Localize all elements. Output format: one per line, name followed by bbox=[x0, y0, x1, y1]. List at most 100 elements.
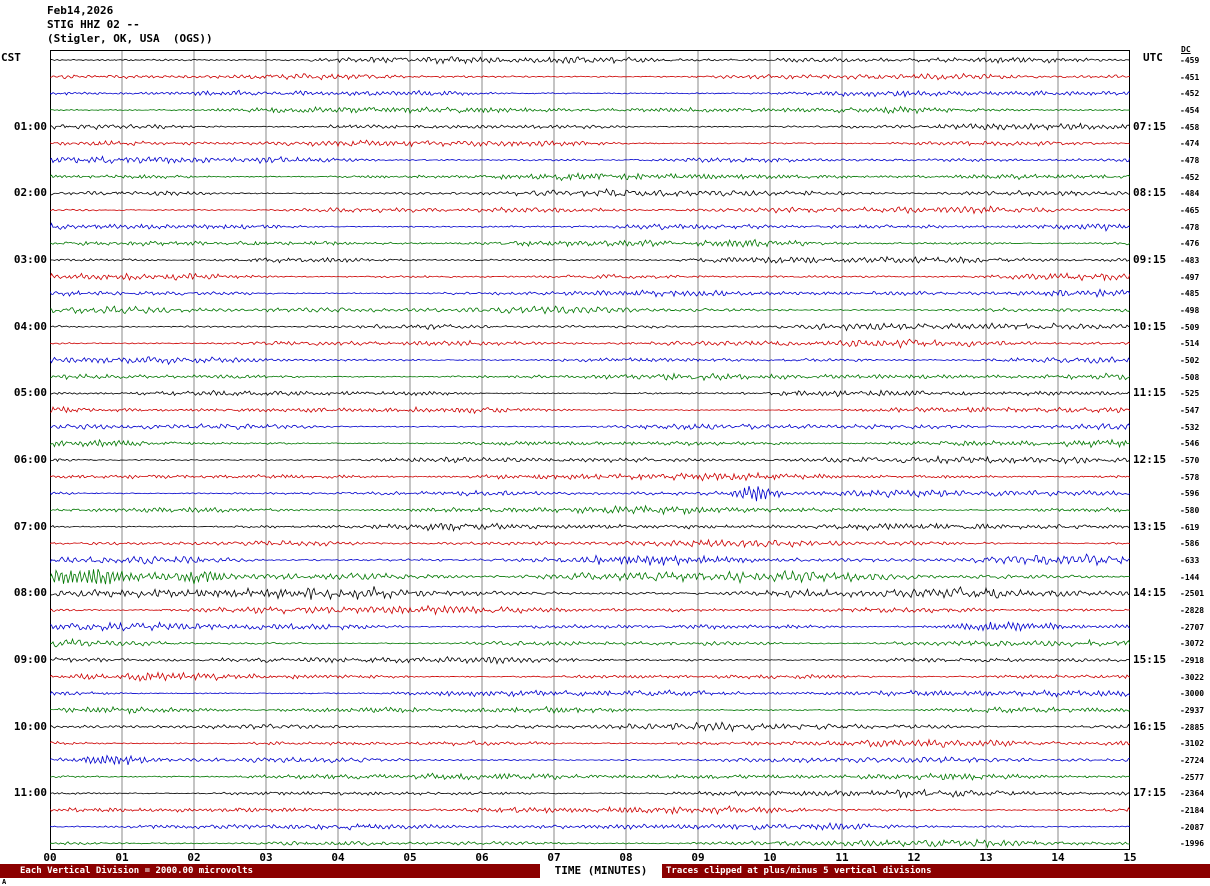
dc-offset-value: -2184 bbox=[1180, 806, 1205, 815]
seismic-trace bbox=[50, 255, 1130, 265]
dc-offset-value: -452 bbox=[1180, 172, 1200, 182]
corner-mark: A bbox=[2, 878, 7, 886]
station-code: STIG HHZ 02 -- bbox=[47, 18, 140, 31]
dc-offset-value: -619 bbox=[1180, 522, 1200, 532]
seismic-trace bbox=[50, 553, 1130, 567]
utc-time-label: 08:15 bbox=[1133, 186, 1167, 200]
seismic-trace bbox=[50, 504, 1130, 516]
cst-time-label: 11:00 bbox=[13, 786, 47, 800]
cst-time-label: 08:00 bbox=[13, 586, 47, 600]
seismic-trace bbox=[50, 338, 1130, 349]
cst-time-label: 01:00 bbox=[13, 119, 47, 133]
dc-offset-value: -586 bbox=[1180, 539, 1200, 549]
dc-offset-value: -478 bbox=[1180, 156, 1200, 165]
dc-offset-value: -578 bbox=[1180, 472, 1200, 482]
dc-offset-value: -502 bbox=[1180, 356, 1200, 365]
seismic-trace bbox=[50, 772, 1130, 781]
dc-offset-value: -2885 bbox=[1180, 722, 1205, 732]
seismic-trace bbox=[50, 405, 1130, 415]
cst-time-label: 05:00 bbox=[13, 386, 47, 400]
cst-time-label: 07:00 bbox=[13, 519, 47, 533]
plot-border bbox=[50, 50, 1130, 850]
dc-offset-value: -458 bbox=[1180, 122, 1200, 132]
minute-tick-label: 14 bbox=[1051, 851, 1065, 864]
dc-offset-value: -3102 bbox=[1180, 739, 1205, 749]
utc-time-label: 11:15 bbox=[1133, 386, 1167, 400]
seismic-trace bbox=[50, 139, 1130, 148]
dc-offset-value: -497 bbox=[1180, 272, 1200, 282]
seismic-trace bbox=[50, 586, 1130, 601]
seismic-trace bbox=[50, 389, 1130, 398]
dc-offset-value: -633 bbox=[1180, 556, 1200, 565]
dc-offset-value: -580 bbox=[1180, 506, 1200, 515]
dc-offset-value: -509 bbox=[1180, 322, 1200, 332]
dc-offset-value: -483 bbox=[1180, 256, 1200, 265]
seismic-trace bbox=[50, 455, 1130, 465]
seismic-trace bbox=[50, 471, 1130, 482]
seismic-trace bbox=[50, 422, 1130, 431]
seismic-trace bbox=[50, 56, 1130, 65]
seismic-trace bbox=[50, 485, 1130, 502]
seismic-trace bbox=[50, 738, 1130, 748]
seismic-trace bbox=[50, 538, 1130, 549]
utc-time-label: 10:15 bbox=[1133, 319, 1167, 333]
dc-offset-value: -484 bbox=[1180, 189, 1200, 199]
seismic-trace bbox=[50, 721, 1130, 733]
minute-tick-label: 03 bbox=[259, 851, 273, 864]
dc-offset-value: -3000 bbox=[1180, 689, 1205, 699]
dc-offset-value: -2364 bbox=[1180, 789, 1205, 799]
seismic-trace bbox=[50, 822, 1130, 831]
seismic-trace bbox=[50, 838, 1130, 849]
seismic-trace bbox=[50, 322, 1130, 332]
dc-offset-value: -570 bbox=[1180, 456, 1200, 465]
seismic-trace bbox=[50, 122, 1130, 131]
minute-tick-label: 15 bbox=[1123, 851, 1137, 864]
dc-offset-value: -596 bbox=[1180, 489, 1200, 499]
seismic-trace bbox=[50, 305, 1130, 315]
clipping-note: Traces clipped at plus/minus 5 vertical … bbox=[666, 866, 932, 876]
dc-offset-value: -2087 bbox=[1180, 822, 1205, 832]
minute-tick-label: 06 bbox=[475, 851, 489, 864]
seismic-trace bbox=[50, 187, 1130, 198]
dc-offset-value: -478 bbox=[1180, 222, 1200, 232]
dc-offset-value: -3022 bbox=[1180, 672, 1205, 682]
dc-offset-value: -2707 bbox=[1180, 622, 1205, 632]
seismic-trace bbox=[50, 569, 1130, 585]
cst-time-label: 06:00 bbox=[13, 453, 47, 466]
minute-tick-label: 01 bbox=[115, 851, 129, 864]
dc-offset-value: -498 bbox=[1180, 306, 1200, 315]
minute-tick-label: 10 bbox=[763, 851, 777, 864]
seismic-trace bbox=[50, 671, 1130, 683]
dc-offset-value: -2828 bbox=[1180, 606, 1205, 615]
dc-offset-value: -465 bbox=[1180, 206, 1200, 215]
dc-offset-value: -476 bbox=[1180, 239, 1200, 249]
utc-time-label: 14:15 bbox=[1133, 586, 1167, 600]
seismic-trace bbox=[50, 155, 1130, 165]
utc-time-label: 12:15 bbox=[1133, 453, 1167, 466]
utc-time-label: 09:15 bbox=[1133, 253, 1167, 266]
seismic-trace bbox=[50, 238, 1130, 248]
cst-time-label: 02:00 bbox=[13, 186, 47, 200]
seismic-trace bbox=[50, 805, 1130, 816]
dc-offset-value: -2577 bbox=[1180, 772, 1205, 782]
seismic-trace bbox=[50, 620, 1130, 632]
seismic-trace bbox=[50, 288, 1130, 298]
seismic-trace bbox=[50, 372, 1130, 382]
scale-note: Each Vertical Division = 2000.00 microvo… bbox=[20, 866, 253, 876]
seismic-trace bbox=[50, 689, 1130, 698]
utc-time-label: 15:15 bbox=[1133, 653, 1167, 666]
utc-time-label: 07:15 bbox=[1133, 119, 1167, 133]
plot-date: Feb14,2026 bbox=[47, 4, 114, 17]
dc-offset-value: -2724 bbox=[1180, 756, 1205, 765]
minute-tick-label: 08 bbox=[619, 851, 633, 864]
minute-tick-label: 09 bbox=[691, 851, 705, 864]
dc-offset-value: -3072 bbox=[1180, 639, 1205, 649]
utc-time-label: 17:15 bbox=[1133, 786, 1167, 800]
seismic-trace bbox=[50, 105, 1130, 115]
minute-tick-label: 12 bbox=[907, 851, 921, 864]
seismic-trace bbox=[50, 171, 1130, 182]
seismic-trace bbox=[50, 438, 1130, 449]
minute-tick-label: 05 bbox=[403, 851, 417, 864]
dc-offset-value: -485 bbox=[1180, 289, 1200, 299]
